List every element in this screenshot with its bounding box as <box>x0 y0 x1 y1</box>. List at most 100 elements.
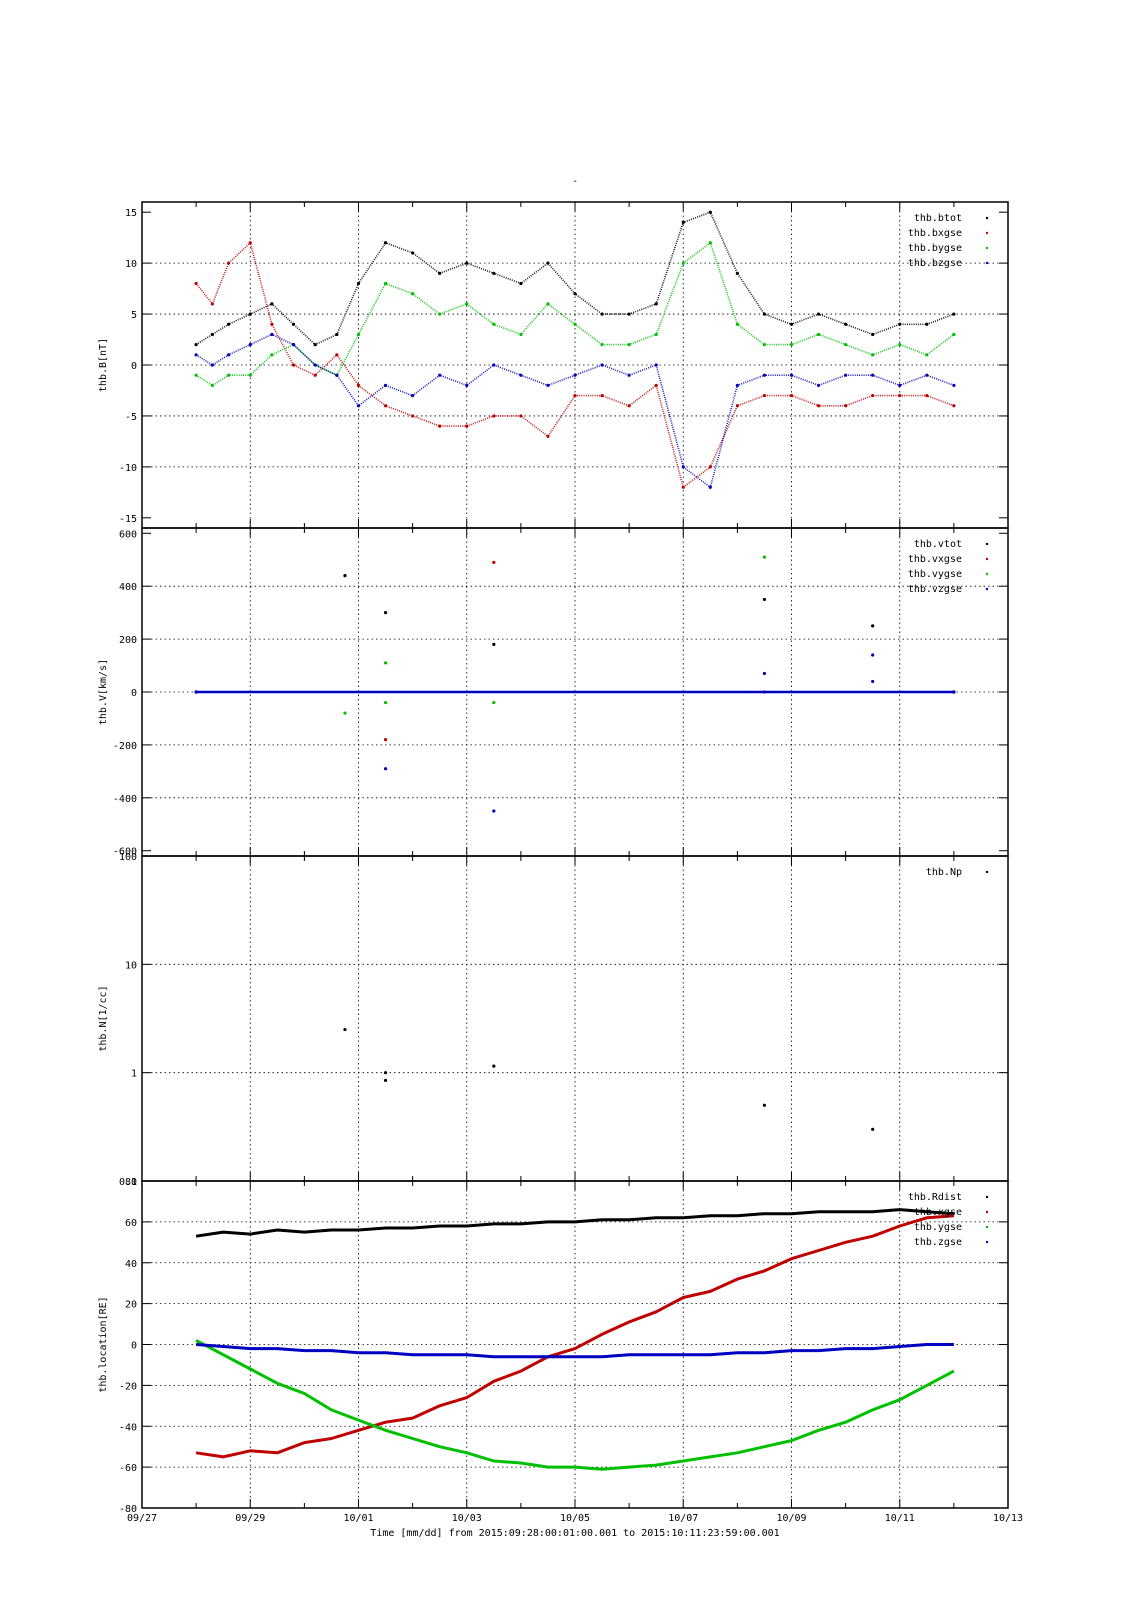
chart-panel-1: -15 -10 -5 0 5 10 15 thb.B[nT] thb.btot thb.bxgse… <box>98 201 1009 529</box>
data-point <box>654 332 658 337</box>
data-point <box>708 465 712 469</box>
data-point <box>573 292 577 296</box>
data-point <box>952 312 956 316</box>
data-point <box>708 241 712 245</box>
legend-label: thb.xgse <box>914 1207 962 1218</box>
data-point <box>844 404 848 408</box>
chart-panel-2: -600 -400 -200 0 200 400 600 thb.V[km/s] thb.vto… <box>98 527 1009 858</box>
data-point <box>194 353 198 357</box>
y-tick-label: -400 <box>113 794 137 805</box>
data-point <box>735 404 739 408</box>
data-point <box>210 332 214 337</box>
data-point <box>383 383 388 387</box>
data-point <box>492 363 496 367</box>
data-point <box>270 302 274 306</box>
data-point <box>952 383 956 387</box>
data-point <box>411 393 415 398</box>
data-point <box>573 393 577 398</box>
legend-label: thb.vxgse <box>908 554 962 565</box>
data-point <box>210 302 214 306</box>
y-axis-label: thb.V[km/s] <box>98 659 109 725</box>
x-tick-label: 10/03 <box>452 1513 482 1524</box>
data-point <box>356 332 361 337</box>
data-point <box>627 312 631 316</box>
data-point <box>871 1127 875 1131</box>
data-point <box>492 809 496 813</box>
data-point <box>383 281 388 286</box>
y-tick-label: -20 <box>119 1381 137 1392</box>
data-point <box>573 322 577 326</box>
y-tick-label: 5 <box>131 310 137 321</box>
y-tick-label: 15 <box>125 208 137 219</box>
data-point <box>210 383 214 387</box>
legend-marker <box>985 1225 989 1229</box>
data-point <box>762 597 767 602</box>
data-point <box>465 383 469 387</box>
data-point <box>681 465 685 469</box>
data-point <box>925 353 929 357</box>
y-tick-label: 0 <box>131 1341 137 1352</box>
data-point <box>925 393 929 398</box>
data-point <box>343 711 347 715</box>
data-point <box>654 302 658 306</box>
legend-label: thb.Np <box>926 867 962 878</box>
data-point <box>898 322 902 326</box>
y-tick-label: 10 <box>125 259 137 270</box>
data-point <box>335 332 339 337</box>
data-point <box>411 251 415 255</box>
x-tick-label: 10/13 <box>993 1513 1023 1524</box>
data-point <box>291 363 296 367</box>
legend-label: thb.vygse <box>908 569 962 580</box>
y-tick-label: 600 <box>119 529 137 540</box>
data-point <box>335 373 339 377</box>
data-point <box>952 332 956 337</box>
data-point <box>681 261 685 265</box>
y-tick-label: 200 <box>119 635 137 646</box>
data-point <box>762 373 767 377</box>
y-tick-label: 0 <box>131 361 137 372</box>
data-point <box>600 312 604 316</box>
data-point <box>248 312 252 316</box>
data-point <box>519 414 523 418</box>
data-point <box>492 642 496 646</box>
data-point <box>248 343 252 347</box>
data-point <box>210 363 214 367</box>
legend-marker <box>985 246 989 250</box>
data-point <box>871 624 875 628</box>
data-point <box>789 393 794 398</box>
data-point <box>356 404 361 408</box>
data-point <box>343 1027 347 1032</box>
data-point <box>816 383 821 387</box>
data-point <box>708 485 712 489</box>
data-point <box>762 343 767 347</box>
legend-marker <box>985 1210 989 1214</box>
legend-label: thb.bxgse <box>908 228 962 239</box>
data-point <box>383 611 388 615</box>
data-point <box>762 671 767 676</box>
data-point <box>898 343 902 347</box>
data-point <box>627 343 631 347</box>
legend-label: thb.ygse <box>914 1222 962 1233</box>
data-point <box>519 332 523 337</box>
data-point <box>383 700 388 705</box>
data-point <box>762 393 767 398</box>
data-point <box>735 322 739 326</box>
data-point <box>383 1071 388 1075</box>
data-point <box>789 373 794 377</box>
data-point <box>248 373 252 377</box>
data-point <box>194 281 198 286</box>
y-tick-label: 400 <box>119 582 137 593</box>
data-point <box>627 404 631 408</box>
series-line-thb.zgse <box>195 1343 954 1359</box>
data-point <box>411 292 415 296</box>
y-tick-label: 60 <box>125 1218 137 1229</box>
data-point <box>313 373 317 377</box>
data-point <box>681 485 685 489</box>
data-point <box>335 353 339 357</box>
data-point <box>546 302 550 306</box>
figure-title: - <box>572 176 578 187</box>
legend-marker <box>985 261 989 265</box>
data-point <box>816 404 821 408</box>
legend-label: thb.Rdist <box>908 1192 962 1203</box>
data-point <box>383 661 388 665</box>
